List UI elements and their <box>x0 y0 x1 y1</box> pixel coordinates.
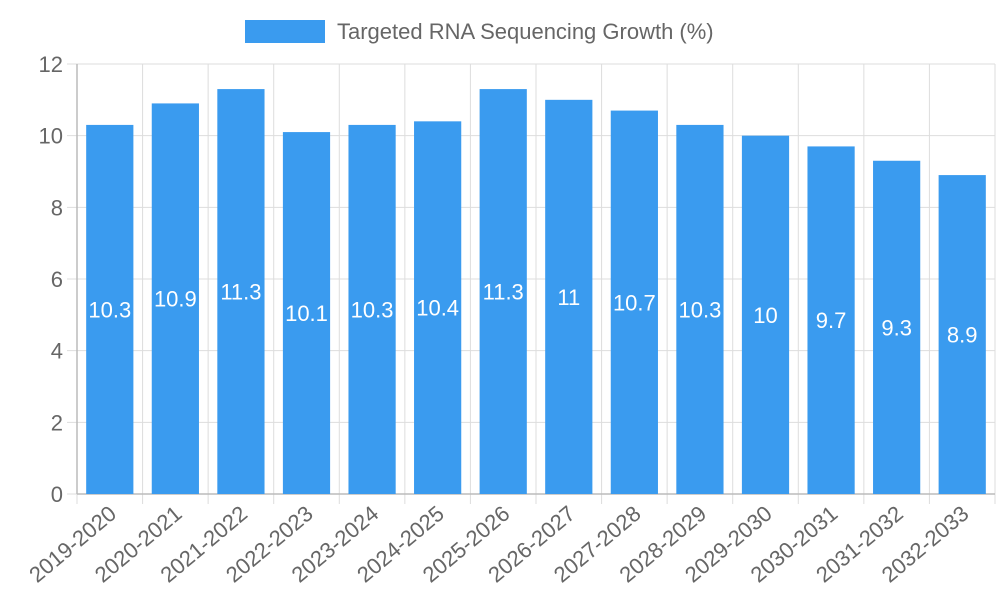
bar-2021-2022[interactable] <box>217 89 265 494</box>
data-label: 11.3 <box>483 280 524 305</box>
bar-2028-2029[interactable] <box>676 124 724 495</box>
data-labels: 10.3 10.9 11.3 10.1 10.3 10.4 11.3 11 10.7 10.3 10… <box>88 280 977 348</box>
y-tick-label: 4 <box>51 339 63 364</box>
bar-2031-2032[interactable] <box>873 160 921 494</box>
bar-2023-2024[interactable] <box>348 124 396 495</box>
bars <box>86 89 986 495</box>
bar-2025-2026[interactable] <box>479 89 527 494</box>
bar-2022-2023[interactable] <box>282 132 331 495</box>
y-tick-label: 2 <box>51 410 63 435</box>
data-label: 10.7 <box>613 290 656 315</box>
y-tick-label: 0 <box>51 482 63 507</box>
legend-swatch <box>245 20 325 43</box>
data-label: 10.3 <box>88 297 131 322</box>
data-label: 10.1 <box>285 301 328 326</box>
data-label: 10 <box>753 303 777 328</box>
data-label: 10.3 <box>679 297 722 322</box>
legend-label: Targeted RNA Sequencing Growth (%) <box>337 19 714 44</box>
data-label: 10.9 <box>154 287 197 312</box>
data-label: 9.3 <box>881 315 912 340</box>
y-tick-label: 12 <box>39 52 63 77</box>
gridlines <box>67 63 996 504</box>
legend[interactable]: Targeted RNA Sequencing Growth (%) <box>245 19 714 44</box>
bar-2027-2028[interactable] <box>610 110 658 494</box>
data-label: 10.3 <box>351 297 394 322</box>
y-tick-label: 6 <box>51 267 63 292</box>
bar-2032-2033[interactable] <box>938 175 986 495</box>
data-label: 10.4 <box>416 296 459 321</box>
x-axis-ticks: 2019-20202020-20212021-20222022-20232023… <box>24 501 973 588</box>
bar-2026-2027[interactable] <box>545 99 593 494</box>
data-label: 9.7 <box>816 308 847 333</box>
data-label: 11 <box>557 285 580 310</box>
bar-2020-2021[interactable] <box>151 103 199 495</box>
y-tick-label: 10 <box>39 124 63 149</box>
bar-2030-2031[interactable] <box>807 146 855 494</box>
y-tick-label: 8 <box>51 195 63 220</box>
bar-2019-2020[interactable] <box>86 124 134 495</box>
bar-2029-2030[interactable] <box>741 135 790 494</box>
data-label: 11.3 <box>220 280 261 305</box>
data-label: 8.9 <box>947 323 978 348</box>
y-axis-ticks: 0 2 4 6 8 10 12 <box>39 52 63 507</box>
bar-2024-2025[interactable] <box>414 121 462 494</box>
